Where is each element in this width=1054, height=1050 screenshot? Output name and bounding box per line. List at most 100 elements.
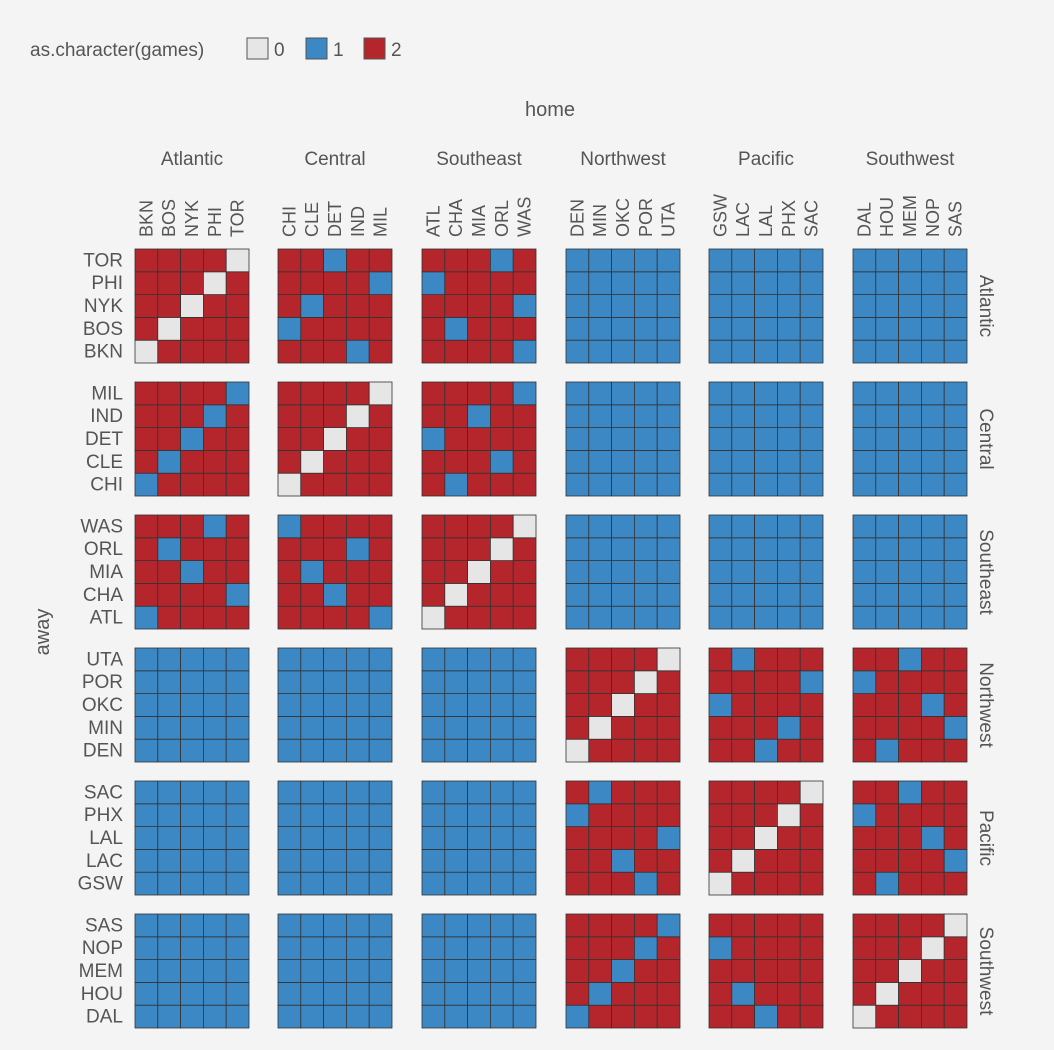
tile-tor-at-sas [943, 248, 968, 273]
tile-phi-at-mem [898, 271, 922, 295]
tile-lal-at-lal [754, 826, 778, 850]
tile-cha-at-uta [656, 583, 681, 607]
tile-por-at-atl [421, 670, 446, 694]
tile-den-at-dal [852, 738, 877, 763]
tile-min-at-sac [799, 716, 824, 740]
tile-lac-at-mil [368, 849, 393, 873]
tile-phx-at-nop [921, 803, 945, 827]
tile-gsw-at-hou [875, 871, 899, 896]
tile-por-at-ind [345, 670, 370, 694]
tile-lac-at-lac [731, 849, 755, 873]
tile-min-at-uta [656, 716, 681, 740]
tile-lal-at-cle [300, 826, 324, 850]
tile-mil-at-orl [489, 381, 514, 406]
tile-bkn-at-bkn [134, 339, 159, 364]
tile-mia-at-sac [799, 560, 824, 584]
x-tick-atl: ATL [423, 205, 443, 237]
y-tick-tor: TOR [83, 250, 123, 271]
tile-nop-at-gsw [708, 936, 733, 960]
tile-chi-at-sas [943, 472, 968, 497]
tile-nyk-at-sas [943, 294, 968, 318]
tile-chi-at-okc [611, 472, 635, 497]
tile-atl-at-lal [754, 605, 778, 630]
tile-sac-at-por [634, 780, 658, 805]
tile-dal-at-min [588, 1004, 612, 1029]
tile-ind-at-cle [300, 404, 324, 428]
tile-lal-at-bos [157, 826, 182, 850]
tile-atl-at-sac [799, 605, 824, 630]
tile-bkn-at-was [512, 339, 537, 364]
tile-was-at-nyk [180, 514, 204, 539]
x-tick-det: DET [325, 201, 345, 237]
tile-den-at-gsw [708, 738, 733, 763]
tile-orl-at-lac [731, 537, 755, 561]
tile-lac-at-lal [754, 849, 778, 873]
y-tick-lal: LAL [89, 828, 123, 849]
tile-cle-at-nyk [180, 449, 204, 474]
tile-tor-at-ind [345, 248, 370, 273]
tile-orl-at-den [565, 537, 590, 561]
x-tick-bos: BOS [159, 199, 179, 237]
tile-lac-at-dal [852, 849, 877, 873]
tile-tor-at-por [634, 248, 658, 273]
tile-bkn-at-lac [731, 339, 755, 364]
tile-sas-at-dal [852, 913, 877, 938]
tile-det-at-orl [489, 427, 514, 451]
tile-uta-at-sas [943, 647, 968, 672]
tile-mia-at-lal [754, 560, 778, 584]
tile-sas-at-tor [225, 913, 250, 938]
tile-dal-at-okc [611, 1004, 635, 1029]
tile-mil-at-phi [202, 381, 227, 406]
tile-lal-at-gsw [708, 826, 733, 850]
tile-tor-at-lal [754, 248, 778, 273]
tile-sac-at-was [512, 780, 537, 805]
tile-hou-at-por [634, 982, 658, 1006]
tile-min-at-den [565, 716, 590, 740]
tile-hou-at-sac [799, 982, 824, 1006]
tile-mil-at-cha [444, 381, 468, 406]
tile-min-at-mem [898, 716, 922, 740]
tile-sac-at-lac [731, 780, 755, 805]
tile-mil-at-mia [467, 381, 491, 406]
tile-lal-at-lac [731, 826, 755, 850]
tile-cha-at-dal [852, 583, 877, 607]
tile-sac-at-sas [943, 780, 968, 805]
tile-bkn-at-uta [656, 339, 681, 364]
tile-lal-at-hou [875, 826, 899, 850]
tile-okc-at-lal [754, 693, 778, 717]
tile-atl-at-uta [656, 605, 681, 630]
tile-sac-at-dal [852, 780, 877, 805]
tile-mem-at-atl [421, 959, 446, 983]
tile-mem-at-hou [875, 959, 899, 983]
tile-mil-at-det [323, 381, 347, 406]
tile-tor-at-phx [777, 248, 801, 273]
y-tick-cha: CHA [83, 585, 123, 606]
tile-phi-at-bos [157, 271, 182, 295]
tile-orl-at-por [634, 537, 658, 561]
tile-okc-at-nyk [180, 693, 204, 717]
tile-bkn-at-cle [300, 339, 324, 364]
tile-bkn-at-okc [611, 339, 635, 364]
tile-orl-at-nop [921, 537, 945, 561]
tile-phi-at-was [512, 271, 537, 295]
tile-mem-at-sac [799, 959, 824, 983]
y-tick-bos: BOS [83, 319, 123, 340]
tile-dal-at-chi [277, 1004, 302, 1029]
tile-gsw-at-was [512, 871, 537, 896]
tile-uta-at-mem [898, 647, 922, 672]
tile-cle-at-den [565, 449, 590, 474]
tile-dal-at-phx [777, 1004, 801, 1029]
tile-phx-at-hou [875, 803, 899, 827]
tile-lac-at-det [323, 849, 347, 873]
tile-okc-at-bkn [134, 693, 159, 717]
tile-phi-at-min [588, 271, 612, 295]
tile-det-at-mil [368, 427, 393, 451]
tile-bkn-at-sas [943, 339, 968, 364]
tile-por-at-nop [921, 670, 945, 694]
tile-mia-at-min [588, 560, 612, 584]
tile-por-at-phx [777, 670, 801, 694]
tile-cha-at-min [588, 583, 612, 607]
tile-sas-at-cle [300, 913, 324, 938]
tile-nop-at-orl [489, 936, 514, 960]
tile-lac-at-gsw [708, 849, 733, 873]
